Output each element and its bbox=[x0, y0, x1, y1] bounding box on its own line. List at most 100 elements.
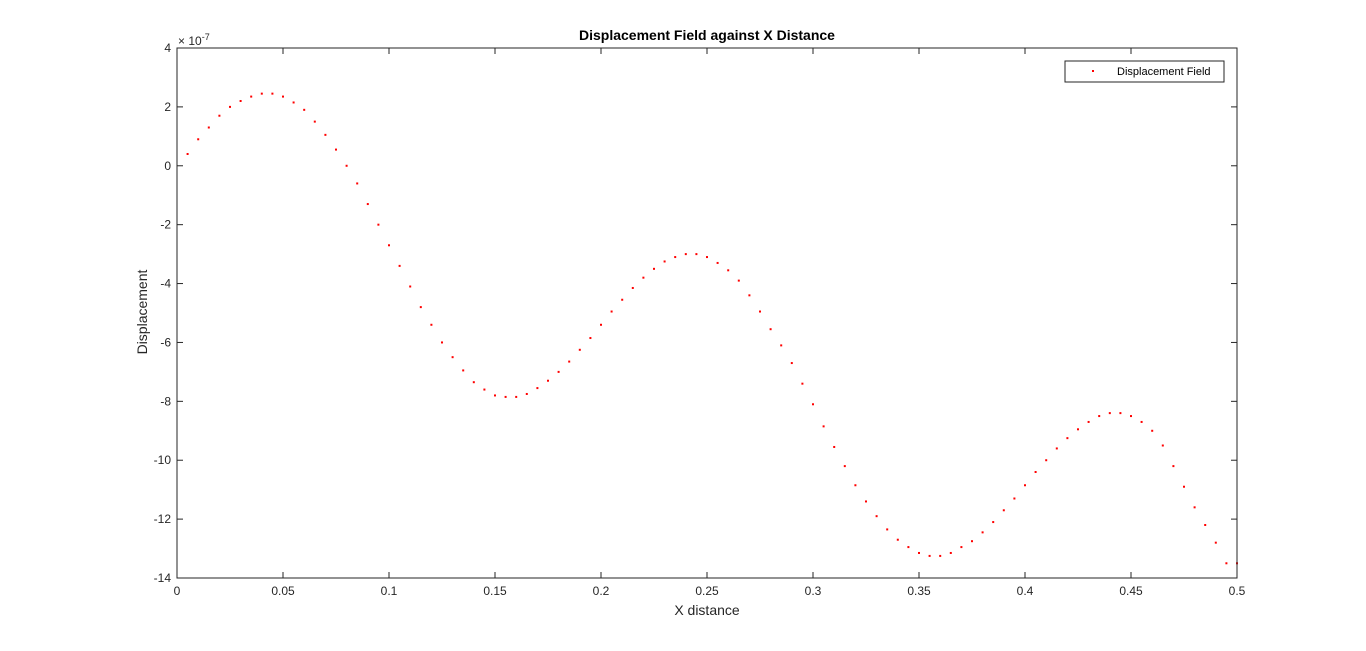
data-point bbox=[504, 395, 507, 398]
data-point bbox=[536, 387, 539, 390]
y-tick-label: -4 bbox=[160, 277, 171, 291]
data-point bbox=[1066, 437, 1069, 440]
data-point bbox=[1108, 412, 1111, 415]
data-point bbox=[1130, 415, 1132, 418]
data-point bbox=[854, 484, 857, 487]
data-point bbox=[896, 538, 899, 541]
data-point bbox=[229, 105, 231, 108]
data-point bbox=[663, 260, 666, 263]
data-point bbox=[324, 133, 327, 136]
data-point bbox=[356, 182, 359, 185]
data-point bbox=[589, 337, 592, 340]
x-tick-label: 0.2 bbox=[593, 584, 610, 598]
data-point bbox=[1087, 420, 1090, 423]
y-tick-label: 4 bbox=[164, 41, 171, 55]
axes-layer bbox=[176, 47, 1238, 579]
data-point bbox=[441, 341, 443, 344]
data-point bbox=[1077, 428, 1079, 431]
data-point bbox=[547, 379, 549, 382]
data-point bbox=[218, 114, 221, 117]
data-point bbox=[684, 253, 687, 256]
y-tick-label: -8 bbox=[160, 394, 171, 408]
data-point bbox=[260, 92, 263, 95]
data-point bbox=[292, 101, 295, 104]
data-point bbox=[907, 546, 910, 549]
data-point bbox=[801, 382, 804, 385]
y-tick-label: -14 bbox=[154, 571, 172, 585]
x-tick-label: 0.35 bbox=[907, 584, 931, 598]
data-point bbox=[939, 554, 942, 557]
data-point bbox=[1013, 497, 1016, 500]
data-point bbox=[822, 425, 825, 428]
data-point bbox=[197, 138, 200, 141]
data-point bbox=[1119, 412, 1122, 415]
data-point bbox=[695, 253, 698, 256]
data-point bbox=[748, 294, 751, 297]
data-point bbox=[833, 445, 836, 448]
data-point bbox=[430, 323, 433, 326]
legend-marker bbox=[1092, 70, 1094, 72]
data-point bbox=[1055, 447, 1058, 450]
data-point bbox=[1204, 524, 1207, 526]
data-point bbox=[1183, 485, 1185, 488]
data-point bbox=[578, 348, 581, 351]
data-point bbox=[303, 108, 306, 111]
data-point bbox=[621, 298, 624, 301]
data-point bbox=[313, 120, 316, 123]
data-point bbox=[398, 264, 401, 267]
data-point bbox=[1214, 541, 1217, 544]
data-point bbox=[886, 528, 889, 531]
data-point bbox=[1140, 420, 1143, 423]
chart-title: Displacement Field against X Distance bbox=[579, 27, 835, 43]
data-point bbox=[377, 223, 380, 226]
axes-box bbox=[176, 47, 1238, 579]
data-point bbox=[494, 394, 496, 397]
data-point bbox=[1024, 484, 1026, 487]
data-point bbox=[1151, 429, 1154, 432]
data-point bbox=[239, 100, 242, 102]
data-point bbox=[207, 126, 210, 129]
y-tick-label: 0 bbox=[164, 159, 171, 173]
data-point bbox=[335, 148, 337, 151]
data-point bbox=[1098, 415, 1101, 418]
data-point bbox=[250, 95, 253, 98]
data-point bbox=[388, 244, 390, 247]
data-point bbox=[769, 328, 772, 331]
data-point bbox=[737, 279, 740, 282]
data-point bbox=[949, 551, 952, 554]
data-point bbox=[515, 395, 518, 398]
y-exponent-label: × 10-7 bbox=[178, 32, 210, 48]
data-point bbox=[472, 381, 475, 384]
data-point bbox=[1034, 471, 1037, 473]
data-point bbox=[610, 310, 613, 313]
x-tick-label: 0.3 bbox=[805, 584, 822, 598]
data-point bbox=[727, 269, 730, 272]
x-tick-label: 0.05 bbox=[271, 584, 295, 598]
data-point bbox=[409, 285, 412, 288]
data-point bbox=[600, 323, 602, 326]
data-point bbox=[282, 95, 284, 98]
data-point bbox=[706, 256, 708, 259]
data-point bbox=[271, 92, 274, 95]
data-point bbox=[1225, 562, 1228, 565]
data-point bbox=[451, 356, 454, 359]
legend-box bbox=[1064, 60, 1225, 83]
data-point bbox=[525, 392, 528, 395]
x-tick-label: 0.4 bbox=[1017, 584, 1034, 598]
data-point bbox=[875, 515, 878, 518]
data-point bbox=[716, 261, 719, 264]
data-point bbox=[1161, 444, 1164, 447]
x-tick-label: 0.45 bbox=[1119, 584, 1143, 598]
data-point bbox=[992, 521, 995, 524]
data-point bbox=[631, 286, 634, 289]
data-point bbox=[568, 360, 571, 363]
data-point bbox=[843, 465, 846, 468]
y-tick-label: -10 bbox=[154, 453, 172, 467]
y-tick-label: -12 bbox=[154, 512, 172, 526]
data-point bbox=[642, 276, 645, 279]
data-point bbox=[186, 153, 189, 155]
data-point bbox=[462, 369, 465, 372]
data-point bbox=[674, 256, 677, 259]
data-point bbox=[790, 362, 793, 365]
